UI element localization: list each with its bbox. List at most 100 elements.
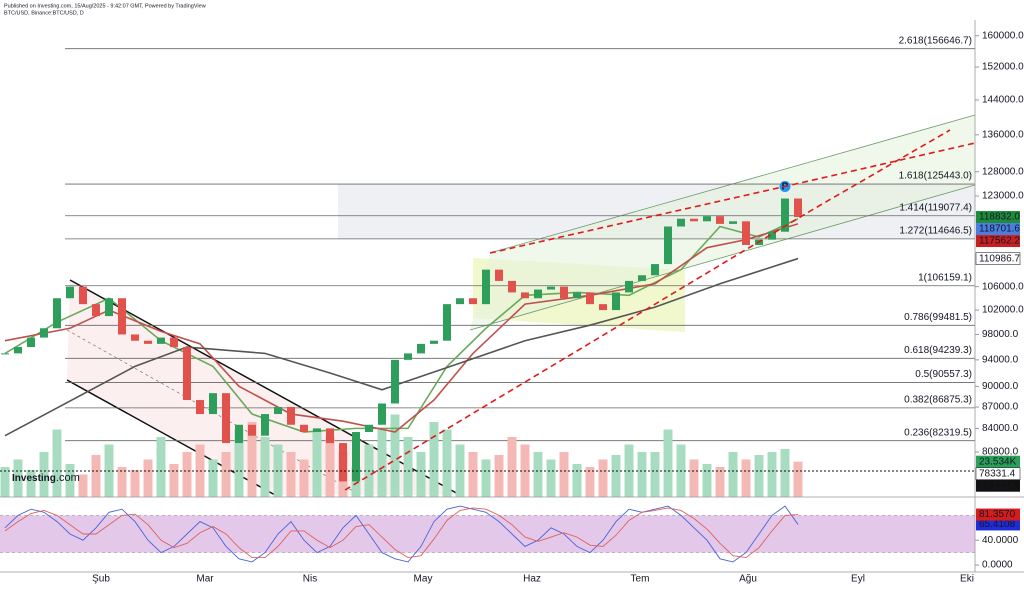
volume-bar bbox=[273, 444, 283, 497]
volume-bar bbox=[702, 464, 712, 497]
fib-label: 0.5(90557.3) bbox=[915, 369, 972, 380]
plot: 2.618(156646.7) 1.618(125443.0) 1.414(1190… bbox=[0, 35, 975, 563]
volume-bar bbox=[429, 422, 439, 497]
x-tick-label: Eyl bbox=[851, 574, 865, 585]
y-tick-label: 80800.0 bbox=[982, 447, 1019, 458]
volume-bar bbox=[208, 459, 218, 497]
oscillator-label: 65.4108 bbox=[979, 519, 1016, 530]
candle-body bbox=[560, 286, 568, 299]
fib-label: 2.618(156646.7) bbox=[899, 35, 972, 46]
volume-bar bbox=[247, 422, 257, 497]
y-tick-label: 87000.0 bbox=[982, 402, 1019, 413]
volume-bar bbox=[260, 437, 270, 497]
price-label-box bbox=[976, 479, 1020, 492]
y-tick-label: 0.0000 bbox=[982, 560, 1013, 571]
volume-bar bbox=[767, 452, 777, 497]
candle-body bbox=[79, 286, 87, 305]
volume-bar bbox=[585, 467, 595, 497]
volume-bar bbox=[91, 455, 101, 497]
candle-body bbox=[508, 280, 516, 293]
volume-bar bbox=[325, 437, 335, 497]
volume-bar bbox=[13, 459, 23, 497]
price-label: 23.534K bbox=[979, 456, 1017, 467]
candle-body bbox=[1, 353, 9, 355]
trendline bbox=[344, 129, 951, 491]
candle-body bbox=[222, 393, 230, 444]
x-tick-label: May bbox=[414, 574, 433, 585]
price-label: 78331.4 bbox=[979, 468, 1016, 479]
x-tick-label: Haz bbox=[523, 574, 541, 585]
volume-bar bbox=[156, 437, 166, 497]
volume-bar bbox=[143, 459, 153, 497]
volume-bar bbox=[546, 459, 556, 497]
volume-bar bbox=[182, 452, 192, 497]
candle-body bbox=[404, 353, 412, 360]
volume-bar bbox=[377, 429, 387, 497]
candle-body bbox=[651, 264, 659, 276]
volume-bar bbox=[507, 437, 517, 497]
candle-body bbox=[261, 414, 269, 436]
candle-body bbox=[794, 198, 802, 218]
y-tick-label: 102000.0 bbox=[982, 305, 1024, 316]
price-label: 110986.7 bbox=[979, 253, 1020, 264]
y-tick-label: 136000.0 bbox=[982, 129, 1024, 140]
x-tick-label: Mar bbox=[196, 574, 214, 585]
price-label: 15.131K bbox=[979, 480, 1017, 491]
volume-bar bbox=[234, 429, 244, 497]
candle-body bbox=[300, 424, 308, 433]
candle-body bbox=[274, 407, 282, 415]
candle-body bbox=[391, 359, 399, 404]
candle-body bbox=[196, 400, 204, 415]
candle-body bbox=[14, 347, 22, 354]
candle-body bbox=[144, 340, 152, 344]
oscillator-label-box bbox=[976, 518, 1020, 531]
candle-body bbox=[209, 393, 217, 415]
volume-bar bbox=[416, 452, 426, 497]
price-label: 118832.0 bbox=[979, 212, 1020, 223]
candle-body bbox=[482, 269, 490, 305]
volume-bar bbox=[52, 429, 62, 497]
candle-body bbox=[521, 292, 529, 299]
candle-body bbox=[92, 304, 100, 317]
trendline bbox=[489, 142, 976, 254]
volume-bar bbox=[0, 467, 10, 497]
candle-body bbox=[573, 292, 581, 299]
logo-name: Investing bbox=[12, 473, 56, 484]
fib-label: 1(106159.1) bbox=[918, 272, 972, 283]
volume-bar bbox=[663, 429, 673, 497]
candle-body bbox=[365, 424, 373, 433]
candle-body bbox=[469, 298, 477, 305]
y-tick-label: 144000.0 bbox=[982, 95, 1024, 106]
y-tick-label: 123000.0 bbox=[982, 191, 1024, 202]
candle-body bbox=[417, 343, 425, 354]
candle-body bbox=[118, 298, 126, 335]
y-tick-label: 152000.0 bbox=[982, 62, 1024, 73]
volume-bar bbox=[390, 414, 400, 497]
moving-average bbox=[4, 218, 799, 433]
candle-body bbox=[40, 328, 48, 338]
volume-bar bbox=[312, 429, 322, 497]
volume-bar bbox=[637, 452, 647, 497]
candle-body bbox=[456, 298, 464, 305]
volume-bar bbox=[481, 459, 491, 497]
price-label-box bbox=[976, 235, 1020, 248]
moving-average bbox=[4, 223, 799, 433]
price-label-box bbox=[976, 223, 1020, 236]
oscillator-line bbox=[4, 505, 799, 563]
volume-bar bbox=[351, 467, 361, 497]
x-tick-label: Eki bbox=[960, 574, 974, 585]
x-tick-label: Nis bbox=[303, 574, 317, 585]
y-tick-label: 160000.0 bbox=[982, 30, 1024, 41]
price-label-box bbox=[976, 211, 1020, 224]
fib-label: 0.618(94239.3) bbox=[904, 345, 972, 356]
moving-average bbox=[4, 257, 799, 437]
candle-body bbox=[586, 292, 594, 305]
volume-bar bbox=[741, 459, 751, 497]
volume-bar bbox=[611, 455, 621, 497]
candle-body bbox=[131, 334, 139, 341]
volume-bar bbox=[689, 459, 699, 497]
candle-body bbox=[742, 221, 750, 245]
y-tick-label: 98000.0 bbox=[982, 329, 1019, 340]
volume-bar bbox=[650, 452, 660, 497]
volume-bar bbox=[754, 455, 764, 497]
